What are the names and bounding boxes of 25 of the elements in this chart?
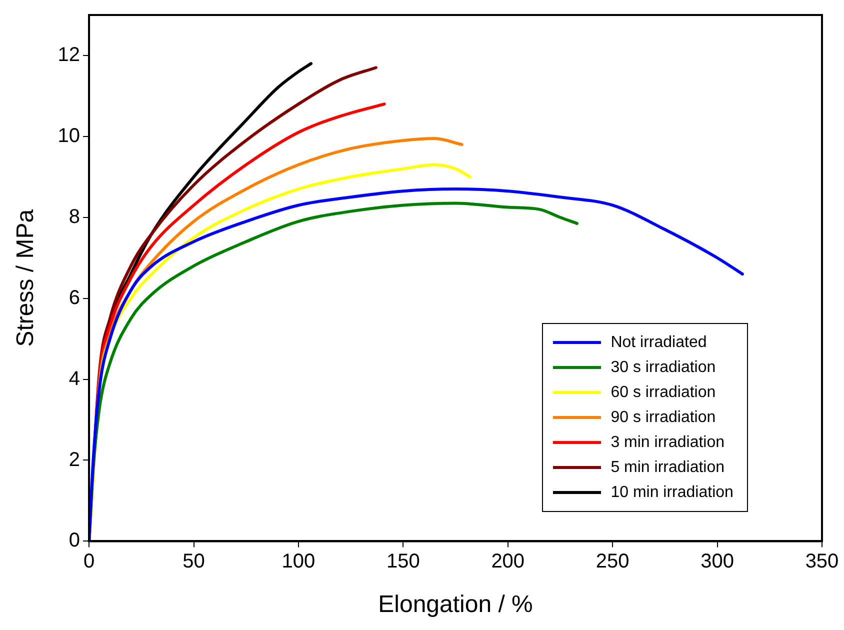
legend-label: 30 s irradiation [610, 358, 716, 378]
line-series [89, 188, 744, 542]
x-axis-title: Elongation / % [378, 591, 533, 618]
legend-label: 10 min irradiation [610, 483, 734, 504]
y-tick-label: 10 [58, 124, 80, 147]
x-tick-label: 300 [700, 550, 734, 573]
legend-label: 60 s irradiation [610, 383, 716, 404]
x-tick-label: 250 [596, 550, 630, 573]
legend-label: Not irradiated [610, 333, 707, 354]
x-tick-label: 200 [491, 550, 525, 573]
legend-label: 3 min irradiation [610, 433, 725, 454]
y-tick-label: 8 [68, 206, 80, 228]
y-tick-label: 12 [58, 44, 80, 66]
x-tick-label: 50 [182, 550, 205, 573]
x-tick-label: 0 [83, 550, 95, 573]
y-tick-label: 2 [68, 448, 80, 471]
x-tick-label: 350 [805, 550, 839, 573]
legend-label: 90 s irradiation [610, 408, 716, 428]
y-tick-label: 0 [68, 530, 80, 552]
x-tick-label: 100 [282, 550, 316, 573]
y-tick-label: 6 [68, 286, 80, 309]
y-tick-label: 4 [68, 368, 80, 390]
y-axis-title: Stress / MPa [12, 208, 40, 347]
legend-label: 5 min irradiation [610, 458, 725, 478]
x-tick-label: 150 [386, 550, 420, 573]
